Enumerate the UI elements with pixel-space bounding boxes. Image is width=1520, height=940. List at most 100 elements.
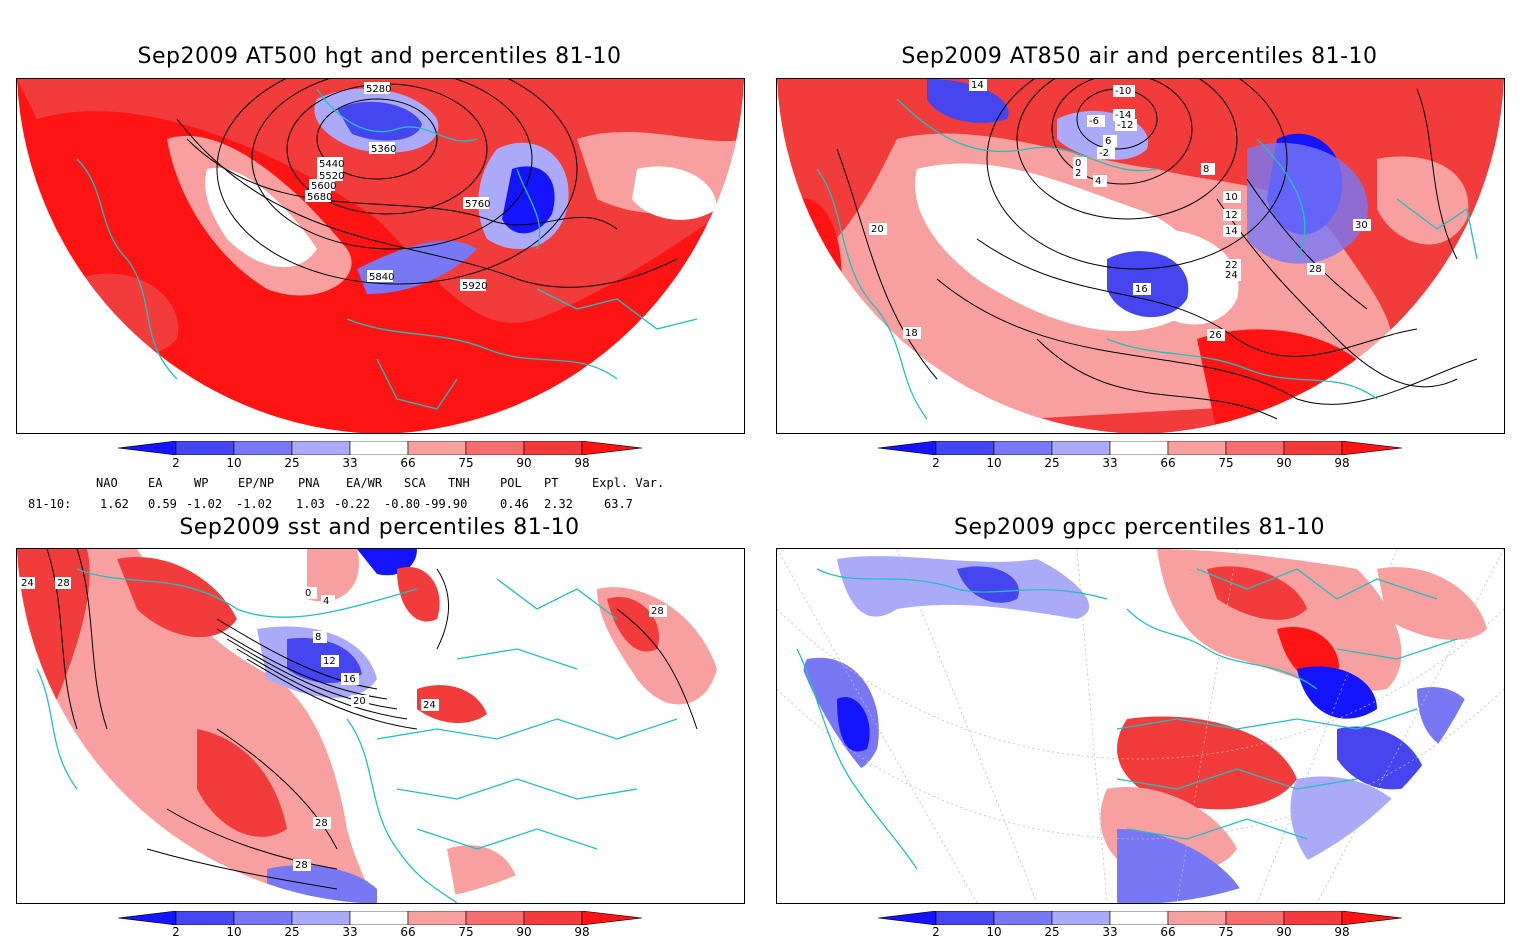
colorbar-sst: 2 10 25 33 66 75 90 98 — [117, 910, 643, 940]
colorbar-tick: 90 — [516, 456, 532, 470]
colorbar-tick: 33 — [342, 456, 358, 470]
contour-label: 18 — [905, 328, 918, 339]
contour-label: 12 — [1225, 210, 1238, 221]
contour-label: -12 — [1117, 120, 1133, 131]
colorbar-tick: 33 — [342, 925, 358, 939]
index-value: 63.7 — [604, 497, 633, 511]
index-name: TNH — [448, 476, 470, 490]
svg-text:28: 28 — [57, 578, 70, 589]
svg-text:28: 28 — [295, 860, 308, 871]
colorbar-tick: 66 — [1160, 456, 1176, 470]
colorbar-tick: 33 — [1102, 925, 1118, 939]
index-value: 0.46 — [500, 497, 529, 511]
colorbar-tick: 2 — [172, 456, 180, 470]
colorbar-tick: 25 — [284, 456, 300, 470]
contour-label: 16 — [343, 674, 356, 685]
colorbar-tick: 10 — [226, 925, 242, 939]
colorbar-tick: 98 — [1334, 456, 1350, 470]
contour-label: 12 — [323, 656, 336, 667]
contour-label: 0 — [1075, 158, 1081, 169]
index-value: -0.22 — [334, 497, 371, 511]
contour-label: 2 — [1075, 168, 1081, 179]
colorbar-tick: 33 — [1102, 456, 1118, 470]
map-sst: 24 28 0 4 8 12 16 20 24 28 28 28 — [17, 549, 744, 903]
panel-title-sst: Sep2009 sst and percentiles 81-10 — [179, 515, 580, 540]
index-value: -1.02 — [236, 497, 273, 511]
contour-label: 24 — [423, 700, 436, 711]
map-panel-hgt500: 5280 5360 5440 5520 5600 5680 5760 5840 … — [16, 78, 745, 434]
contour-label: 5600 — [311, 181, 336, 192]
contour-label: -6 — [1089, 116, 1099, 127]
colorbar-tick: 98 — [574, 456, 590, 470]
contour-label: 5280 — [366, 84, 391, 95]
contour-label: 5520 — [319, 171, 344, 182]
index-name: EA — [148, 476, 163, 490]
colorbar-tick: 25 — [1044, 925, 1060, 939]
colorbar-tick: 66 — [1160, 925, 1176, 939]
index-value: 1.03 — [296, 497, 325, 511]
colorbar-air850: 2 10 25 33 66 75 90 98 — [877, 440, 1403, 474]
contour-label: 6 — [1105, 136, 1111, 147]
contour-label: 5360 — [371, 144, 396, 155]
contour-label: 4 — [323, 596, 329, 607]
contour-label: 22 — [1225, 260, 1238, 271]
colorbar-tick: 66 — [400, 456, 416, 470]
index-name: EA/WR — [346, 476, 383, 490]
contour-label: -14 — [1115, 110, 1131, 121]
colorbar-tick: 75 — [1218, 456, 1234, 470]
contour-label: -2 — [1099, 148, 1109, 159]
colorbar-tick: 75 — [458, 456, 474, 470]
map-air850: 14 -10 -14 -12 -6 -2 0 2 4 6 8 10 12 14 … — [777, 79, 1504, 433]
contour-label: 14 — [1225, 226, 1238, 237]
colorbar-tick: 25 — [284, 925, 300, 939]
contour-label: 5920 — [462, 281, 487, 292]
index-name: WP — [194, 476, 209, 490]
panel-title-air850: Sep2009 AT850 air and percentiles 81-10 — [901, 44, 1378, 69]
colorbar-tick: 90 — [516, 925, 532, 939]
colorbar-gpcc: 2 10 25 33 66 75 90 98 — [877, 910, 1403, 940]
contour-label: 26 — [1209, 330, 1222, 341]
map-panel-gpcc — [776, 548, 1505, 904]
panel-title-gpcc: Sep2009 gpcc percentiles 81-10 — [954, 515, 1325, 540]
contour-label: 10 — [1225, 192, 1238, 203]
contour-label: 30 — [1355, 220, 1368, 231]
map-gpcc — [777, 549, 1504, 903]
contour-label: 5760 — [465, 199, 490, 210]
colorbar-tick: 90 — [1276, 925, 1292, 939]
index-value: 0.59 — [148, 497, 177, 511]
colorbar-tick: 25 — [1044, 456, 1060, 470]
map-hgt500: 5280 5360 5440 5520 5600 5680 5760 5840 … — [17, 79, 744, 433]
contour-label: 28 — [315, 818, 328, 829]
colorbar-tick: 2 — [172, 925, 180, 939]
colorbar-tick: 2 — [932, 925, 940, 939]
colorbar-tick: 10 — [986, 456, 1002, 470]
index-value: -1.02 — [186, 497, 223, 511]
index-name: POL — [500, 476, 522, 490]
contour-label: 5680 — [307, 192, 332, 203]
contour-label: 24 — [1225, 270, 1238, 281]
panel-title-hgt500: Sep2009 AT500 hgt and percentiles 81-10 — [137, 44, 622, 69]
contour-label: 4 — [1095, 176, 1101, 187]
map-panel-sst: 24 28 0 4 8 12 16 20 24 28 28 28 — [16, 548, 745, 904]
index-name: SCA — [404, 476, 426, 490]
colorbar-tick: 75 — [458, 925, 474, 939]
contour-label: 5440 — [319, 159, 344, 170]
colorbar-tick: 98 — [1334, 925, 1350, 939]
contour-label: 8 — [315, 632, 321, 643]
index-value: -99.90 — [424, 497, 468, 511]
map-panel-air850: 14 -10 -14 -12 -6 -2 0 2 4 6 8 10 12 14 … — [776, 78, 1505, 434]
svg-text:28: 28 — [651, 606, 664, 617]
contour-label: 5840 — [369, 272, 394, 283]
index-row-label: 81-10: — [28, 497, 72, 511]
svg-text:14: 14 — [971, 80, 984, 91]
contour-label: -10 — [1115, 86, 1131, 97]
colorbar-tick: 10 — [226, 456, 242, 470]
index-value: -0.80 — [384, 497, 421, 511]
index-name: Expl. Var. — [592, 476, 665, 490]
contour-label: 16 — [1135, 284, 1148, 295]
colorbar-tick: 98 — [574, 925, 590, 939]
contour-label: 8 — [1203, 164, 1209, 175]
index-name: EP/NP — [238, 476, 275, 490]
colorbar-tick: 90 — [1276, 456, 1292, 470]
index-name: PNA — [298, 476, 320, 490]
